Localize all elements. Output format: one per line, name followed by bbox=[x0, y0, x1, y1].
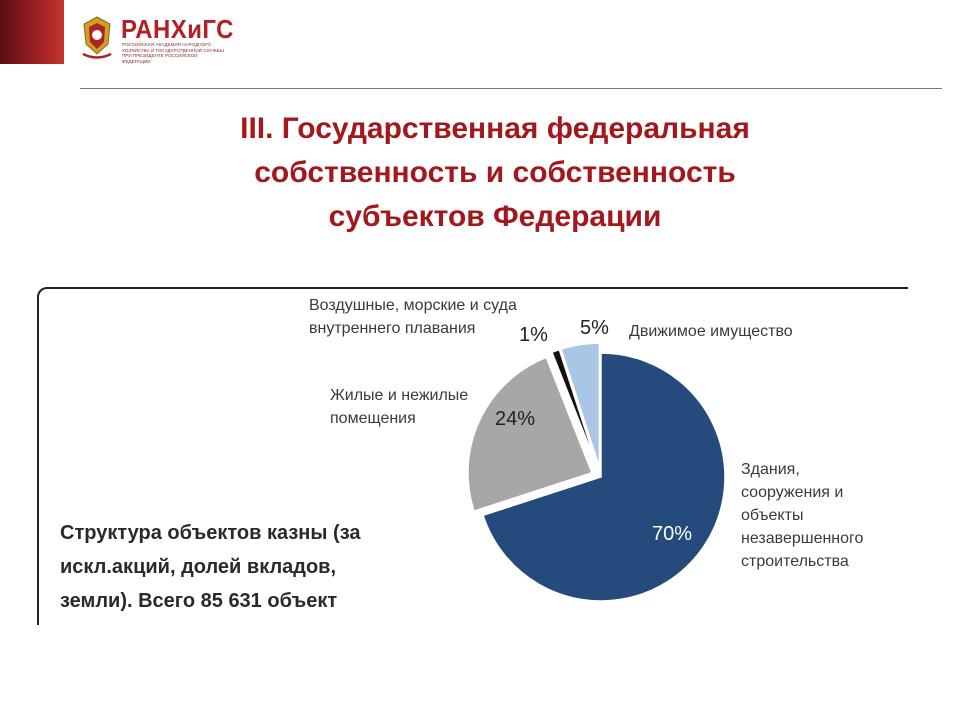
value-premises: 24% bbox=[495, 408, 536, 430]
header-divider bbox=[80, 88, 942, 89]
chart-caption: Структура объектов казны (за искл.акций,… bbox=[60, 516, 440, 618]
label-line: незавершенного bbox=[741, 530, 864, 547]
label-line: помещения bbox=[330, 410, 416, 427]
logo-name: РАНХиГС bbox=[121, 14, 234, 44]
caption-line: земли). Всего 85 631 объект bbox=[60, 590, 338, 612]
label-line: Жилые и нежилые bbox=[330, 387, 469, 404]
label-buildings: Здания, сооружения и объекты незавершенн… bbox=[741, 458, 863, 573]
slice-vessels bbox=[550, 348, 599, 468]
slice-movable bbox=[560, 342, 601, 468]
title-line: субъектов Федерации bbox=[328, 200, 662, 233]
page-title: III. Государственная федеральная собстве… bbox=[150, 107, 840, 239]
slice-buildings bbox=[482, 352, 726, 602]
value-buildings: 70% bbox=[652, 523, 693, 545]
label-line: строительства bbox=[741, 553, 849, 570]
label-vessels: Воздушные, морские и суда внутреннего пл… bbox=[309, 294, 517, 340]
label-line: внутреннего плавания bbox=[309, 320, 476, 337]
label-movable: Движимое имущество bbox=[629, 320, 793, 343]
label-line: Движимое имущество bbox=[629, 323, 793, 340]
label-premises: Жилые и нежилые помещения bbox=[330, 384, 468, 430]
value-movable: 5% bbox=[580, 317, 609, 339]
logo-subtitle: Российская академия народного хозяйства … bbox=[122, 42, 224, 64]
caption-line: Структура объектов казны (за bbox=[60, 522, 361, 544]
label-line: объекты bbox=[741, 507, 804, 524]
header-red-bar bbox=[0, 0, 64, 64]
value-vessels: 1% bbox=[519, 324, 548, 346]
title-line: III. Государственная федеральная bbox=[240, 112, 750, 145]
emblem-icon bbox=[82, 16, 112, 59]
label-line: Здания, bbox=[741, 461, 800, 478]
label-line: сооружения и bbox=[741, 484, 844, 501]
frame-top-border bbox=[46, 287, 908, 289]
title-line: собственность и собственность bbox=[254, 156, 736, 189]
slice-premises bbox=[467, 356, 593, 513]
frame-corner bbox=[37, 287, 51, 301]
frame-left-border bbox=[37, 297, 39, 625]
label-line: Воздушные, морские и суда bbox=[309, 297, 517, 314]
caption-line: искл.акций, долей вкладов, bbox=[60, 556, 337, 578]
